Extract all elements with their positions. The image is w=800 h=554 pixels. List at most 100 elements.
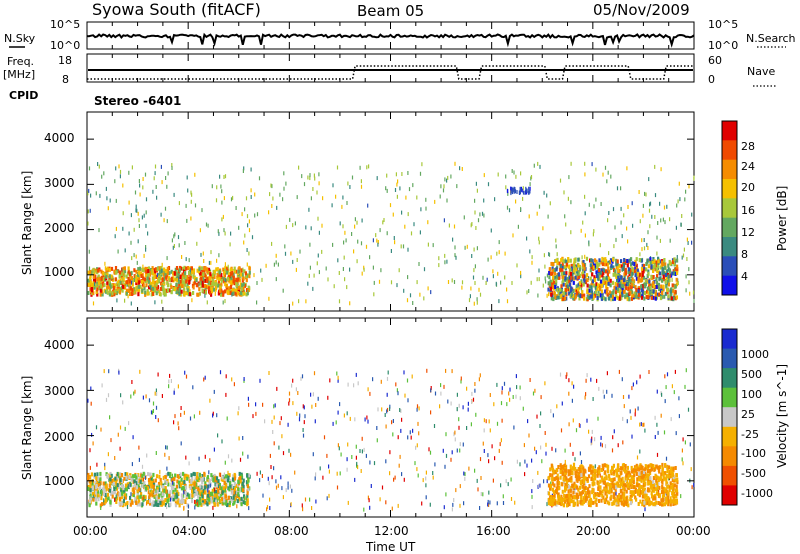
data-cell <box>605 494 608 499</box>
data-cell <box>654 289 657 294</box>
data-cell <box>594 437 596 442</box>
data-cell <box>162 488 165 493</box>
data-cell <box>227 475 230 480</box>
data-cell <box>345 238 347 243</box>
data-cell <box>522 406 524 411</box>
data-cell <box>282 451 285 456</box>
data-cell <box>475 226 477 230</box>
data-cell <box>654 435 656 439</box>
data-cell <box>681 457 683 462</box>
data-cell <box>234 291 237 296</box>
data-cell <box>156 195 158 200</box>
data-cell <box>199 410 201 415</box>
data-cell <box>638 258 641 262</box>
data-cell <box>572 466 575 471</box>
data-cell <box>671 478 674 482</box>
data-cell <box>501 460 503 465</box>
data-cell <box>645 267 648 272</box>
data-cell <box>572 296 575 301</box>
data-cell <box>130 394 132 399</box>
data-cell <box>386 409 388 414</box>
data-cell <box>210 260 212 265</box>
data-cell <box>376 438 378 443</box>
data-cell <box>303 420 305 425</box>
data-cell <box>356 461 358 466</box>
data-cell <box>232 195 234 200</box>
data-cell <box>600 202 602 206</box>
data-cell <box>505 174 507 179</box>
data-cell <box>671 482 674 487</box>
data-cell <box>259 470 261 475</box>
data-cell <box>143 213 145 218</box>
data-cell <box>684 440 686 445</box>
data-cell <box>618 478 621 483</box>
data-cell <box>149 285 152 290</box>
data-cell <box>422 478 424 483</box>
data-cell <box>618 283 621 288</box>
data-cell <box>476 246 478 251</box>
data-cell <box>496 421 499 426</box>
data-cell <box>578 296 581 301</box>
data-cell <box>87 270 90 275</box>
data-cell <box>106 474 109 479</box>
data-cell <box>430 386 432 390</box>
data-cell <box>547 491 551 496</box>
cpid-label: CPID <box>9 89 38 102</box>
data-cell <box>397 391 399 396</box>
data-cell <box>152 500 155 505</box>
data-cell <box>664 220 666 225</box>
data-cell <box>579 273 582 278</box>
data-cell <box>652 476 655 480</box>
data-cell <box>111 291 114 296</box>
data-cell <box>594 265 597 270</box>
data-cell <box>635 472 638 476</box>
data-cell <box>120 272 123 277</box>
data-cell <box>242 286 245 291</box>
data-cell <box>230 280 233 285</box>
data-cell <box>117 485 121 489</box>
data-cell <box>336 165 339 170</box>
data-cell <box>561 275 564 280</box>
data-cell <box>568 264 571 269</box>
data-cell <box>189 416 192 421</box>
data-cell <box>211 184 213 189</box>
data-cell <box>588 490 591 495</box>
data-cell <box>126 505 129 509</box>
data-cell <box>583 280 586 284</box>
data-cell <box>200 276 203 281</box>
data-cell <box>144 290 147 295</box>
data-cell <box>547 281 550 286</box>
data-cell <box>586 290 589 295</box>
data-cell <box>597 482 600 487</box>
data-cell <box>608 501 611 506</box>
data-cell <box>639 272 643 277</box>
data-cell <box>605 463 608 468</box>
data-cell <box>208 290 212 295</box>
data-cell <box>672 497 675 502</box>
data-cell <box>154 171 156 176</box>
data-cell <box>520 274 522 279</box>
data-cell <box>673 261 676 266</box>
data-cell <box>604 297 607 302</box>
data-cell <box>383 218 385 222</box>
data-cell <box>197 478 200 483</box>
data-cell <box>275 479 277 484</box>
data-cell <box>633 485 636 490</box>
data-cell <box>621 491 624 496</box>
data-cell <box>458 425 460 430</box>
data-cell <box>201 208 203 213</box>
data-cell <box>183 480 186 484</box>
data-cell <box>529 186 531 191</box>
data-cell <box>499 442 501 447</box>
data-cell <box>280 416 282 421</box>
data-cell <box>105 483 108 488</box>
data-cell <box>185 374 188 379</box>
data-cell <box>626 282 629 287</box>
data-cell <box>242 500 245 505</box>
data-cell <box>354 477 356 482</box>
data-cell <box>188 279 191 284</box>
data-cell <box>229 267 232 272</box>
data-cell <box>620 486 622 491</box>
data-cell <box>544 276 546 281</box>
data-cell <box>550 296 553 301</box>
